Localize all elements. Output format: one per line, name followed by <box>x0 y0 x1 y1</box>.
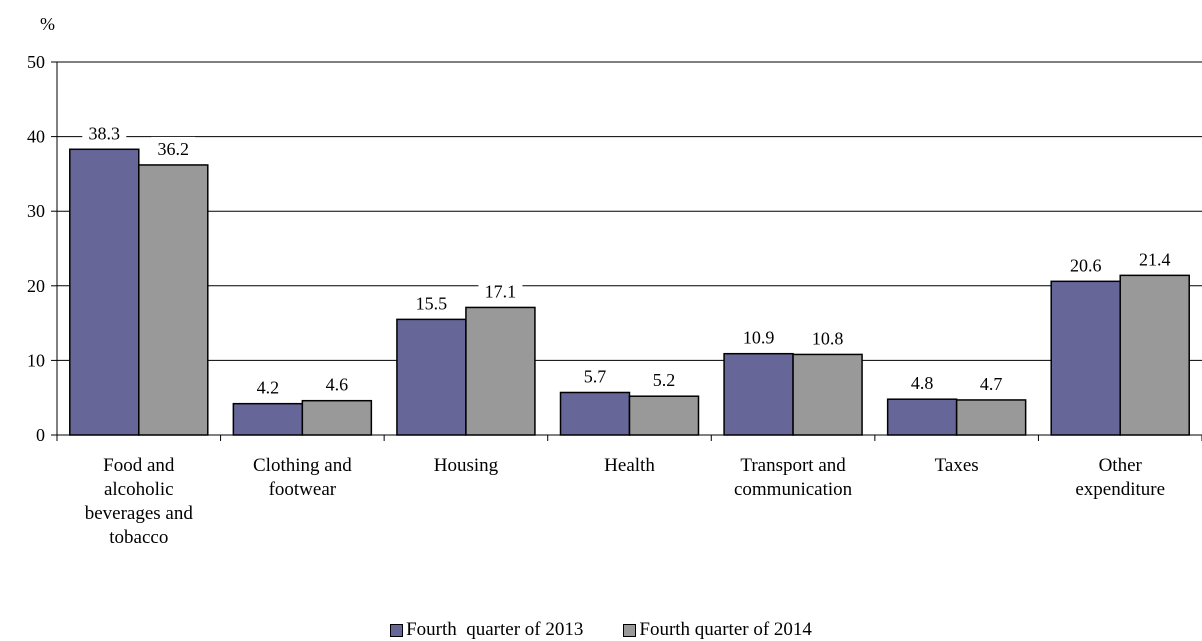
x-tick-label: Housing <box>434 455 499 476</box>
x-tick-label-line: alcoholic <box>104 479 174 500</box>
data-label: 10.8 <box>812 328 844 348</box>
y-tick-label: 40 <box>27 127 45 147</box>
x-tick-label-line: Taxes <box>935 455 979 476</box>
x-tick-label: Health <box>604 455 655 476</box>
bar <box>723 352 794 436</box>
data-label: 38.3 <box>89 123 121 143</box>
data-label: 5.2 <box>653 370 676 390</box>
x-tick-label: Transport and communication <box>734 455 853 500</box>
x-tick-label-line: expenditure <box>1075 479 1165 500</box>
legend-item-2013: Fourth quarter of 2013 <box>390 619 583 641</box>
bar <box>559 391 631 436</box>
data-label: 5.7 <box>584 366 607 386</box>
axes <box>51 61 1202 441</box>
data-label: 17.1 <box>485 281 517 301</box>
x-tick-label: Taxes <box>935 455 979 476</box>
data-label: 15.5 <box>416 293 448 313</box>
legend-swatch-2013 <box>390 623 404 637</box>
x-tick-label-line: Health <box>604 455 655 476</box>
bar <box>138 164 209 436</box>
legend-label-2014: Fourth quarter of 2014 <box>639 619 812 640</box>
x-tick-label: Food and alcoholic beverages and tobacco <box>85 455 194 548</box>
bar <box>69 148 140 436</box>
data-label-bg <box>478 279 523 304</box>
legend-item-2014: Fourth quarter of 2014 <box>623 619 812 641</box>
legend: Fourth quarter of 2013 Fourth quarter of… <box>0 619 1202 641</box>
data-label: 4.7 <box>980 374 1003 394</box>
y-tick-label: 10 <box>27 350 45 370</box>
bar <box>886 398 958 436</box>
y-tick-label: 50 <box>27 52 45 72</box>
y-unit-label: % <box>40 14 55 34</box>
x-tick-label-line: Transport and <box>740 455 846 476</box>
bar <box>792 353 863 436</box>
bars <box>69 148 1190 436</box>
legend-swatch-2014 <box>623 623 637 637</box>
data-label-bg <box>314 372 359 397</box>
data-label: 36.2 <box>158 139 190 159</box>
bar <box>232 402 304 436</box>
bar <box>1050 280 1121 436</box>
data-label-bg <box>1132 247 1177 272</box>
data-label: 4.8 <box>911 373 934 393</box>
bar <box>628 395 700 436</box>
x-tick-label-line: Housing <box>434 455 499 476</box>
x-tick-label: Other expenditure <box>1075 455 1165 500</box>
data-label-bg <box>969 371 1014 396</box>
data-label-bg <box>736 325 781 350</box>
bar <box>955 399 1027 436</box>
data-label-bg <box>900 371 945 396</box>
data-label-bg <box>245 375 290 400</box>
y-tick-label: 20 <box>27 276 45 296</box>
data-label-bg <box>642 368 686 393</box>
x-tick-label-line: footwear <box>269 479 337 500</box>
labels: 0 10 20 30 40 50 38.3 36.2 Food and alcoholic beve… <box>27 52 1177 548</box>
data-label-bg <box>151 136 196 161</box>
data-label: 21.4 <box>1139 249 1171 269</box>
bar <box>465 306 536 436</box>
data-label: 4.2 <box>257 378 280 398</box>
gridlines <box>57 61 1202 361</box>
x-tick-label-line: Other <box>1099 455 1143 476</box>
x-tick-label-line: Food and <box>103 455 175 476</box>
y-tick-label: 30 <box>27 201 45 221</box>
bar <box>301 399 373 436</box>
data-label: 4.6 <box>326 375 349 395</box>
legend-label-2013: Fourth quarter of 2013 <box>406 619 584 640</box>
y-tick-label: 0 <box>36 425 45 445</box>
data-label-bg <box>82 121 127 146</box>
data-label: 20.6 <box>1070 255 1102 275</box>
x-tick-label-line: beverages and <box>85 503 194 524</box>
data-label-bg <box>409 291 454 316</box>
data-label-bg <box>805 326 850 351</box>
x-tick-label: Clothing and footwear <box>253 455 352 500</box>
data-label-bg <box>1063 253 1108 278</box>
data-label-bg <box>573 364 617 389</box>
x-tick-label-line: communication <box>734 479 853 500</box>
bar <box>396 318 467 436</box>
data-label: 10.9 <box>743 328 775 348</box>
x-tick-label-line: Clothing and <box>253 455 352 476</box>
bar <box>1119 274 1190 436</box>
x-tick-label-line: tobacco <box>109 527 168 548</box>
